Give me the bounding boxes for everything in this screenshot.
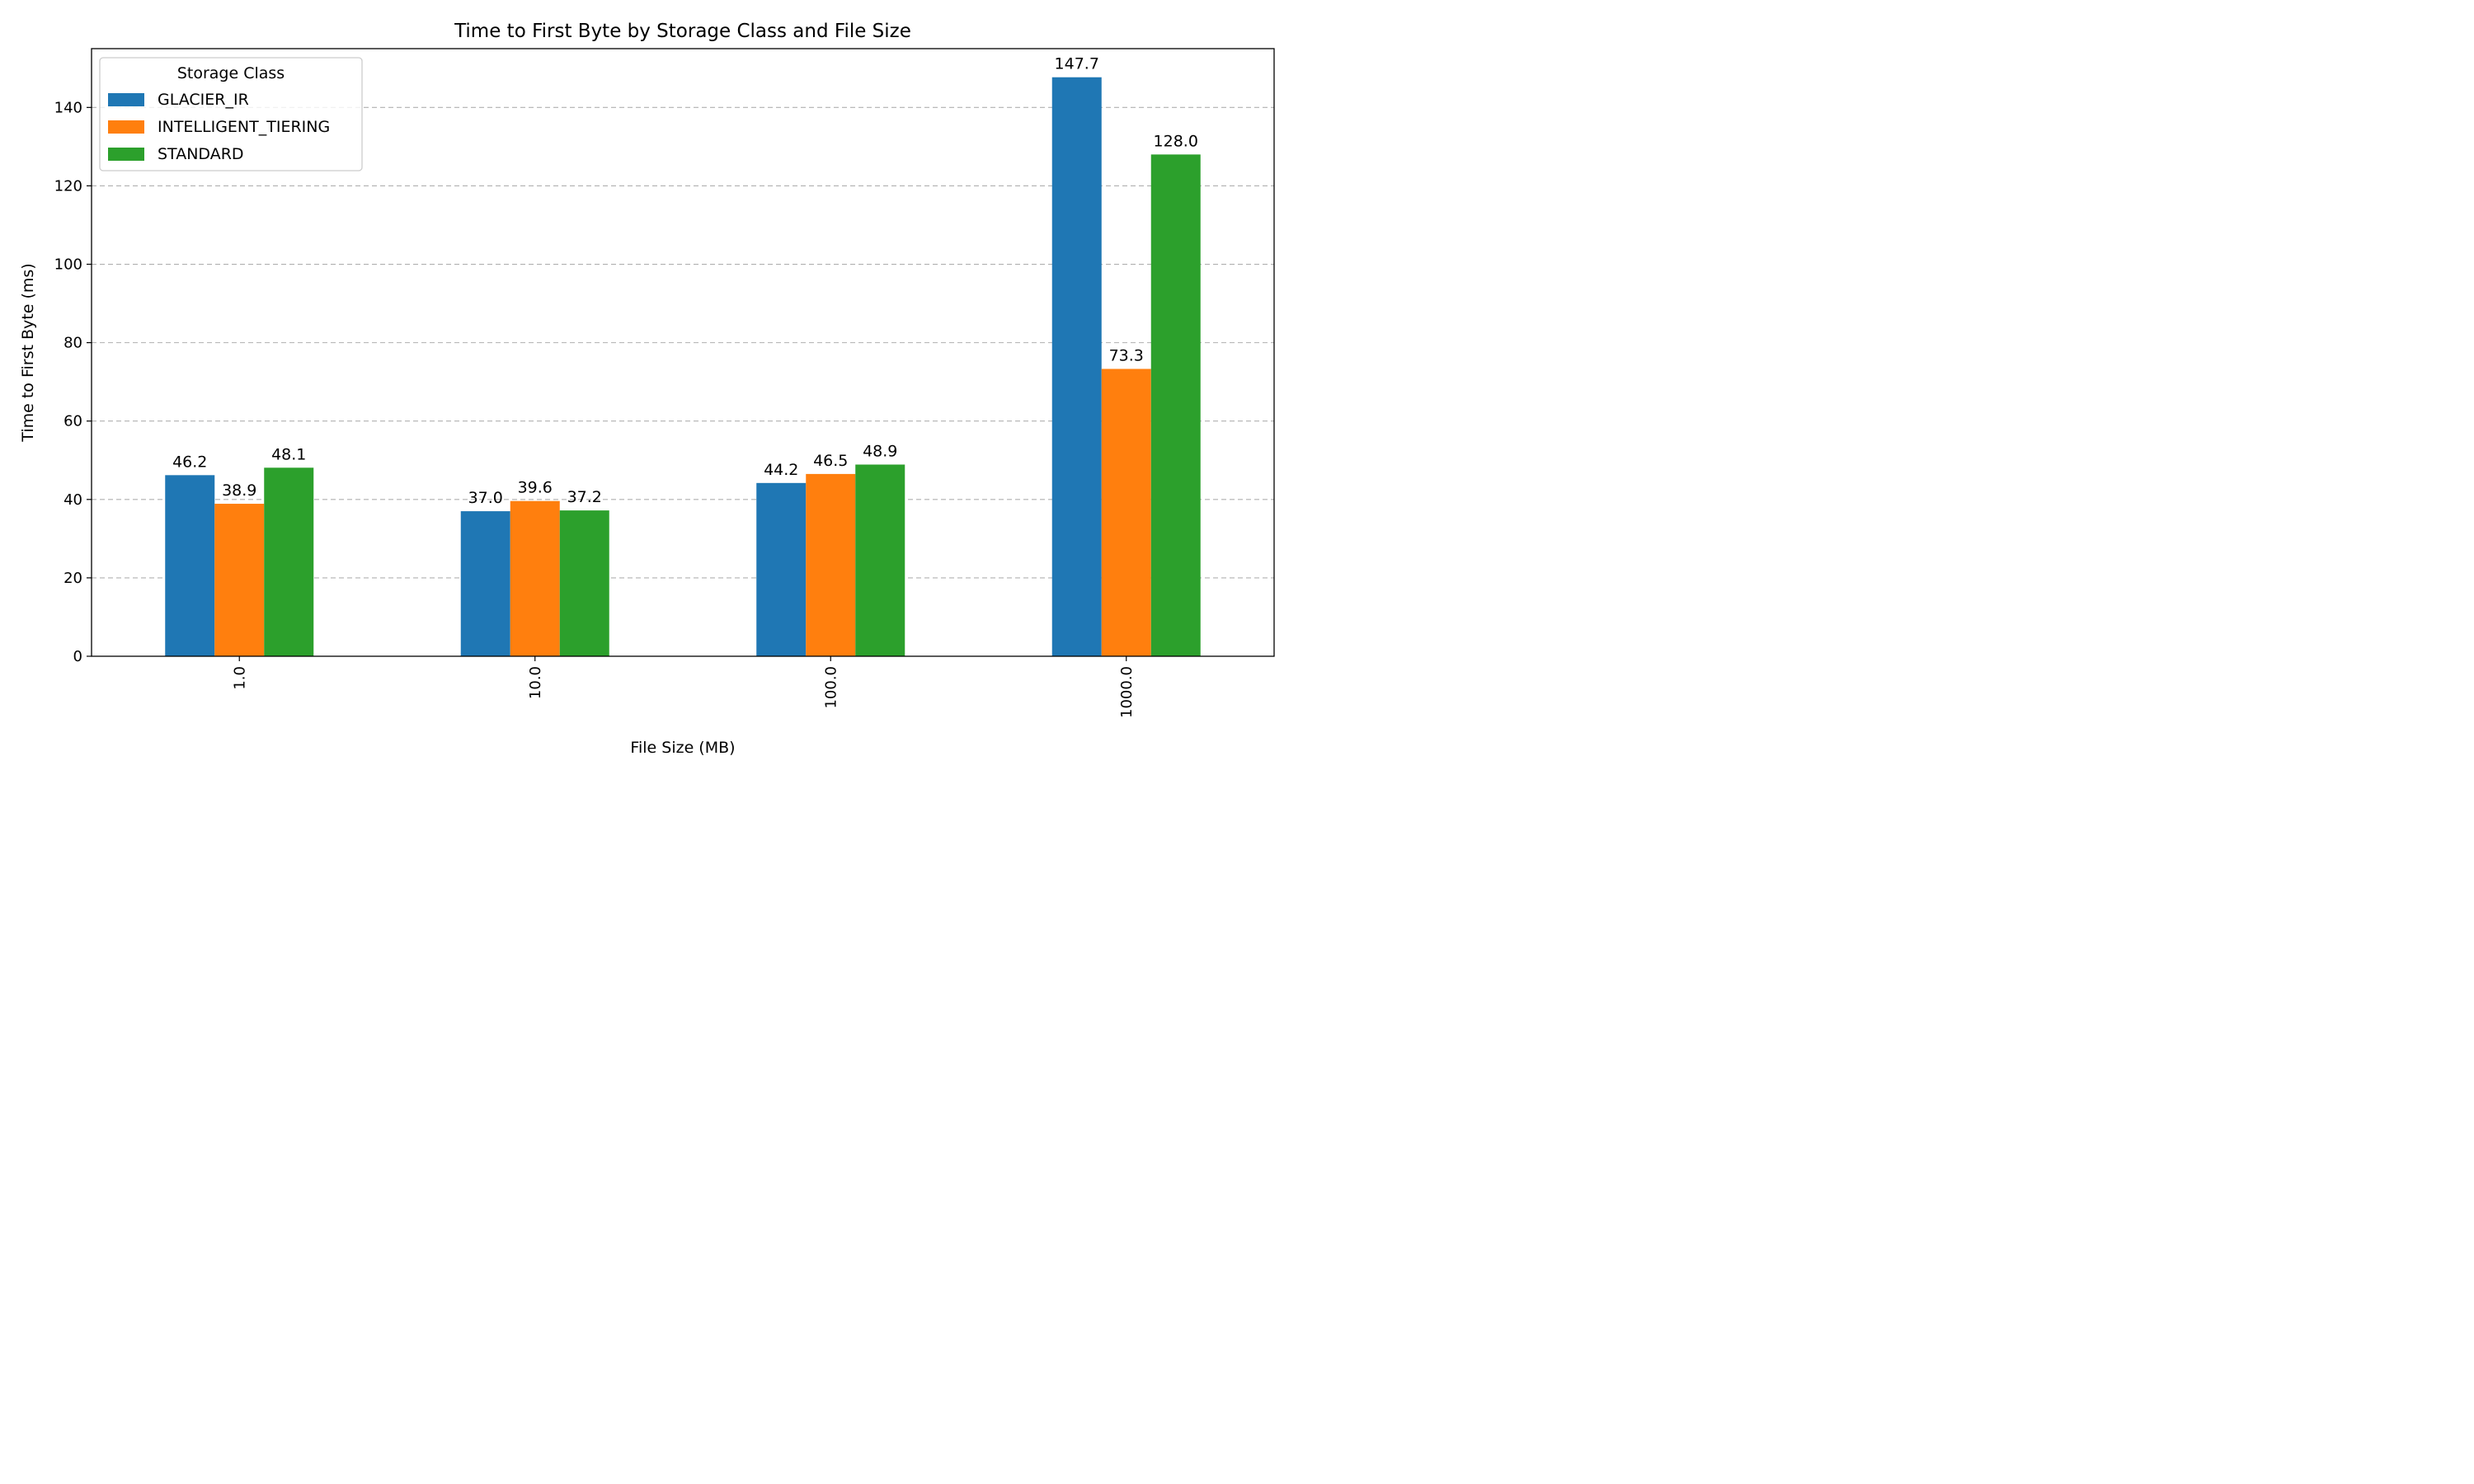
data-labels: 46.2 38.9 48.1 37.0 39.6 37.2 44.2 46.5 48.9 147.… [172,55,1198,507]
legend-swatch [108,120,144,134]
y-axis-title: Time to First Byte (ms) [19,263,37,442]
legend-label: STANDARD [158,145,244,163]
bars [165,77,1201,657]
y-tick-label: 120 [54,177,82,195]
bar [214,504,265,656]
data-label: 38.9 [222,481,256,500]
data-label: 48.9 [863,442,897,460]
plot-frame [91,48,1275,657]
x-tick-label: 10.0 [527,666,544,699]
data-label: 44.2 [764,461,798,479]
bar [806,473,856,656]
y-tick-label: 80 [63,335,82,352]
bar [756,482,807,656]
bar [264,467,314,656]
data-label: 37.0 [468,489,503,507]
bar [1150,154,1201,657]
bar [855,464,905,656]
legend-box [99,57,363,171]
data-label: 46.2 [172,453,207,471]
chart: 46.2 38.9 48.1 37.0 39.6 37.2 44.2 46.5 48.9 147.… [0,0,1286,772]
y-tick-label: 60 [63,413,82,430]
bar [559,510,609,656]
y-tick-label: 0 [73,648,82,665]
data-label: 147.7 [1055,55,1099,73]
y-tick-label: 100 [54,256,82,274]
x-axis-title: File Size (MB) [630,739,735,757]
x-tick-label: 1000.0 [1118,666,1136,718]
y-tick-label: 20 [63,570,82,587]
bar [1101,369,1151,656]
data-label: 46.5 [813,452,848,470]
x-tick-label: 100.0 [822,666,840,709]
bar [510,500,560,656]
x-tick-label: 1.0 [231,666,248,690]
legend-swatch [108,148,144,161]
legend: Storage Class GLACIER_IR INTELLIGENT_TIER… [99,57,363,171]
bar [165,475,215,656]
y-tick-label: 140 [54,99,82,116]
chart-title: Time to First Byte by Storage Class and … [454,21,911,42]
legend-swatch [108,93,144,106]
data-label: 73.3 [1109,346,1144,364]
x-axis: 1.0 10.0 100.0 1000.0 [231,656,1136,718]
legend-label: GLACIER_IR [158,91,249,109]
data-label: 48.1 [271,445,306,463]
data-label: 37.2 [567,488,602,506]
y-tick-label: 40 [63,491,82,509]
data-label: 39.6 [518,479,553,497]
y-axis: 0 20 40 60 80 100 120 140 [54,99,92,665]
data-label: 128.0 [1154,132,1198,150]
bar [1051,77,1102,656]
legend-label: INTELLIGENT_TIERING [158,118,330,136]
bar [460,511,510,656]
legend-title: Storage Class [177,64,285,82]
